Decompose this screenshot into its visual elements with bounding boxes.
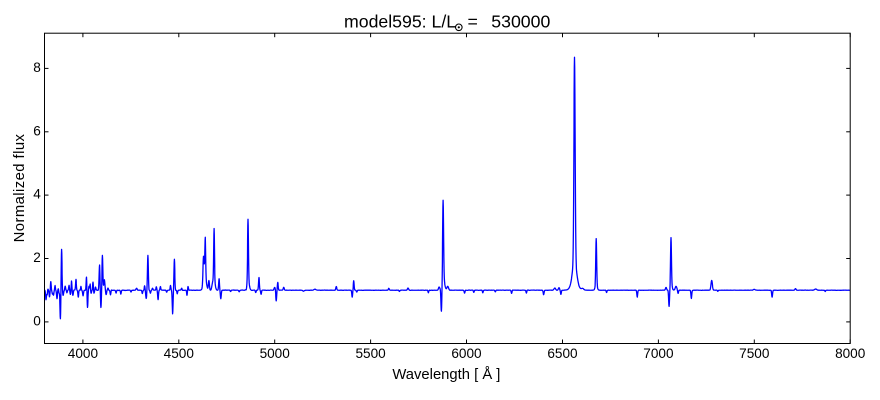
svg-text:8000: 8000 (835, 346, 866, 361)
svg-text:8: 8 (33, 60, 41, 75)
svg-text:4: 4 (33, 187, 41, 202)
svg-text:530000: 530000 (491, 12, 550, 32)
svg-text:6500: 6500 (547, 346, 578, 361)
svg-text:model595: L/L: model595: L/L (344, 12, 456, 32)
svg-text:2: 2 (33, 250, 41, 265)
svg-text:=: = (468, 12, 478, 32)
svg-text:7500: 7500 (739, 346, 770, 361)
svg-text:Normalized flux: Normalized flux (12, 133, 28, 242)
svg-text:4000: 4000 (68, 346, 99, 361)
svg-text:6000: 6000 (451, 346, 482, 361)
svg-text:6: 6 (33, 123, 41, 138)
svg-text:5500: 5500 (355, 346, 386, 361)
svg-text:0: 0 (33, 314, 41, 329)
svg-text:5000: 5000 (260, 346, 291, 361)
svg-text:Wavelength [ Å ]: Wavelength [ Å ] (392, 366, 500, 383)
svg-text:7000: 7000 (643, 346, 674, 361)
svg-text:4500: 4500 (164, 346, 195, 361)
